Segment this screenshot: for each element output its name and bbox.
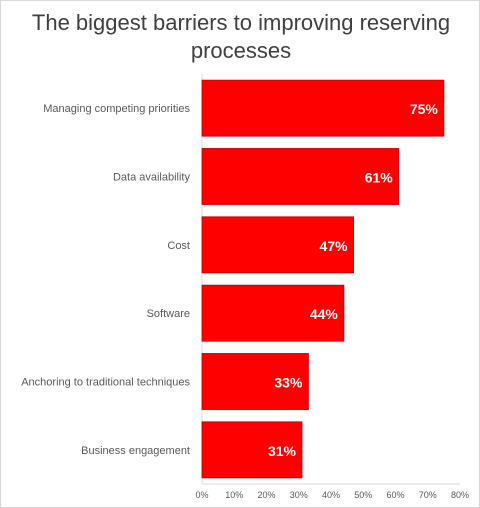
x-tick-label: 10% (225, 490, 243, 500)
x-tick-label: 70% (419, 490, 437, 500)
bar (201, 79, 445, 137)
chart-title: The biggest barriers to improving reserv… (31, 10, 451, 63)
x-tick-label: 60% (386, 490, 404, 500)
data-label: 61% (365, 170, 394, 186)
data-label: 47% (320, 238, 349, 254)
x-tick-label: 40% (322, 490, 340, 500)
x-tick-label: 50% (354, 490, 372, 500)
x-tick-label: 30% (290, 490, 308, 500)
bar (201, 284, 345, 342)
category-label: Software (147, 308, 190, 320)
category-label: Business engagement (81, 445, 190, 457)
category-label: Data availability (113, 172, 191, 184)
bar (201, 421, 303, 479)
category-label: Cost (167, 240, 190, 252)
data-label: 31% (268, 443, 297, 459)
category-label: Anchoring to traditional techniques (21, 377, 190, 389)
bar (201, 216, 354, 274)
x-tick-label: 80% (451, 490, 469, 500)
data-label: 33% (274, 375, 303, 391)
x-tick-label: 0% (195, 490, 208, 500)
x-tick-label: 20% (257, 490, 275, 500)
bar (201, 148, 400, 205)
category-label: Managing competing priorities (43, 103, 190, 115)
data-label: 75% (410, 101, 439, 117)
data-label: 44% (310, 306, 339, 322)
bar (201, 353, 309, 410)
